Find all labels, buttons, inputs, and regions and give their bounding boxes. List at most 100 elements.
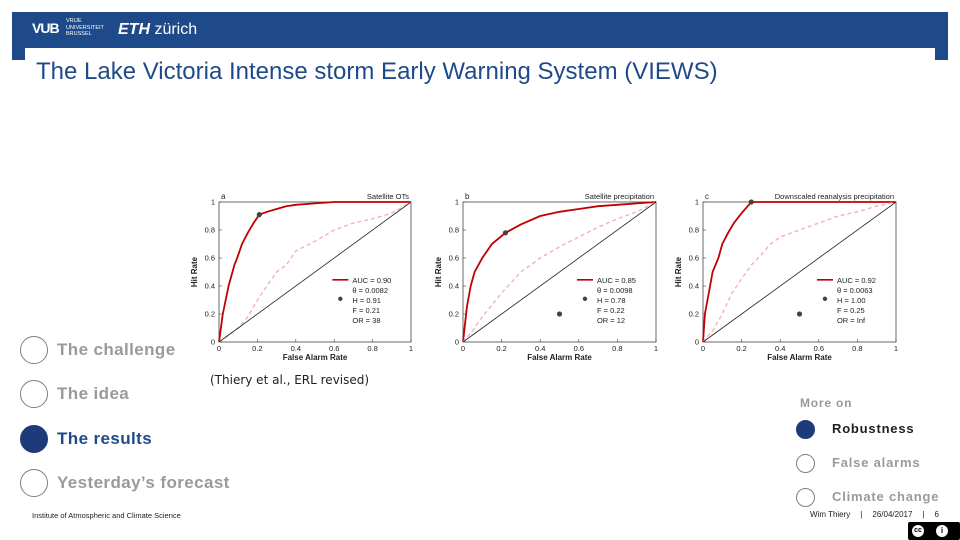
x-tick-label: 0.2: [496, 344, 506, 353]
footer-author: Wim Thiery: [810, 510, 851, 519]
more-on-label[interactable]: Climate change: [832, 489, 940, 504]
x-tick-label: 0.4: [535, 344, 545, 353]
cc-license-badge: cc i: [908, 522, 960, 540]
stat-label: θ = 0.0063: [837, 286, 873, 295]
x-tick-label: 1: [894, 344, 898, 353]
x-tick-label: 0.4: [775, 344, 785, 353]
data-point: [331, 311, 337, 317]
series-line-solid: [218, 201, 411, 343]
y-tick-label: 0: [211, 338, 215, 347]
more-on-circle-icon[interactable]: [796, 454, 815, 473]
vub-logo: VUB: [32, 20, 60, 36]
eth-logo-rest: zürich: [154, 21, 198, 38]
stat-label: OR = 38: [352, 316, 380, 325]
attribution-icon: i: [936, 525, 948, 537]
nav-label[interactable]: The idea: [57, 384, 130, 403]
x-tick-label: 0.8: [612, 344, 622, 353]
stat-label: AUC = 0.92: [837, 276, 876, 285]
eth-logo: ETH zürich: [118, 21, 197, 39]
x-tick-label: 1: [654, 344, 658, 353]
series-line-diagonal: [462, 201, 657, 343]
more-on-circle-icon[interactable]: [796, 488, 815, 507]
eth-logo-bold: ETH: [118, 21, 150, 38]
x-tick-label: 0.2: [736, 344, 746, 353]
series-line-diagonal: [702, 201, 897, 343]
nav-label[interactable]: Yesterday’s forecast: [57, 473, 230, 492]
stat-label: AUC = 0.90: [352, 276, 391, 285]
legend-box: [329, 274, 408, 334]
y-tick-label: 0.2: [205, 310, 215, 319]
nav-circle-icon[interactable]: [20, 469, 48, 497]
more-on-label[interactable]: Robustness: [832, 421, 915, 436]
series-line-dashed: [462, 201, 657, 343]
stat-label: F = 0.21: [352, 306, 380, 315]
data-point: [256, 212, 262, 218]
chart-title: Satellite OTs: [367, 192, 409, 201]
y-tick-label: 0.6: [205, 254, 215, 263]
footer-date: 26/04/2017: [872, 510, 913, 519]
stat-label: F = 0.22: [597, 306, 625, 315]
x-tick-label: 0: [217, 344, 221, 353]
series-line-dashed: [702, 201, 897, 343]
y-tick-label: 1: [695, 198, 699, 207]
x-tick-label: 0.8: [367, 344, 377, 353]
x-tick-label: 1: [409, 344, 413, 353]
y-tick-label: 0.6: [689, 254, 699, 263]
nav-circle-icon[interactable]: [20, 336, 48, 364]
x-tick-label: 0.6: [574, 344, 584, 353]
y-tick-label: 0.8: [205, 226, 215, 235]
stat-label: H = 0.78: [597, 296, 626, 305]
x-tick-label: 0.6: [814, 344, 824, 353]
plot-frame: [218, 201, 412, 343]
nav-label[interactable]: The results: [57, 429, 153, 448]
series-line-dashed: [218, 201, 412, 343]
y-tick-label: 1: [211, 198, 215, 207]
legend-swatch-point: [582, 296, 588, 301]
nav-circle-filled-icon[interactable]: [20, 425, 48, 453]
panel-letter: c: [705, 192, 709, 201]
legend-swatch-point: [338, 296, 343, 301]
vub-logo-text: VRIJE UNIVERSITEIT BRUSSEL: [66, 18, 104, 37]
y-tick-label: 0.2: [689, 310, 699, 319]
y-axis-label: Hit Rate: [190, 256, 199, 287]
y-tick-label: 0.4: [689, 282, 699, 291]
series-line-diagonal: [218, 201, 412, 343]
y-tick-label: 0.4: [205, 282, 215, 291]
x-tick-label: 0.6: [329, 344, 339, 353]
stat-label: θ = 0.0098: [597, 286, 633, 295]
more-on-circle-filled-icon[interactable]: [796, 420, 815, 439]
chart-title: Satellite precipitation: [585, 192, 654, 201]
stat-label: H = 0.91: [352, 296, 381, 305]
x-axis-label: False Alarm Rate: [283, 353, 348, 362]
footer-institute: Institute of Atmospheric and Climate Sci…: [32, 511, 181, 520]
stat-label: H = 1.00: [837, 296, 866, 305]
more-on-label[interactable]: False alarms: [832, 455, 921, 470]
legend-box: [814, 274, 893, 334]
footer-meta: Wim Thiery | 26/04/2017 | 6: [805, 510, 944, 519]
x-tick-label: 0.2: [252, 344, 262, 353]
plot-frame: [702, 201, 897, 343]
series-line-solid: [462, 201, 657, 343]
panel-letter: b: [465, 192, 470, 201]
y-tick-label: 1: [455, 198, 459, 207]
stat-label: F = 0.25: [837, 306, 865, 315]
y-axis-label: Hit Rate: [674, 256, 683, 287]
stat-label: θ = 0.0082: [352, 286, 388, 295]
stat-label: OR = 12: [597, 316, 625, 325]
y-tick-label: 0.2: [449, 310, 459, 319]
data-point: [796, 311, 803, 317]
y-tick-label: 0: [695, 338, 699, 347]
data-point: [748, 199, 754, 205]
y-tick-label: 0.6: [449, 254, 459, 263]
plot-frame: [462, 201, 657, 343]
slide-title: The Lake Victoria Intense storm Early Wa…: [36, 58, 718, 85]
nav-label[interactable]: The challenge: [57, 340, 176, 359]
nav-circle-icon[interactable]: [20, 380, 48, 408]
y-tick-label: 0: [455, 338, 459, 347]
panel-letter: a: [221, 192, 226, 201]
x-axis-label: False Alarm Rate: [767, 353, 832, 362]
y-axis-label: Hit Rate: [434, 256, 443, 287]
footer-separator: |: [922, 510, 925, 519]
x-tick-label: 0.8: [852, 344, 862, 353]
